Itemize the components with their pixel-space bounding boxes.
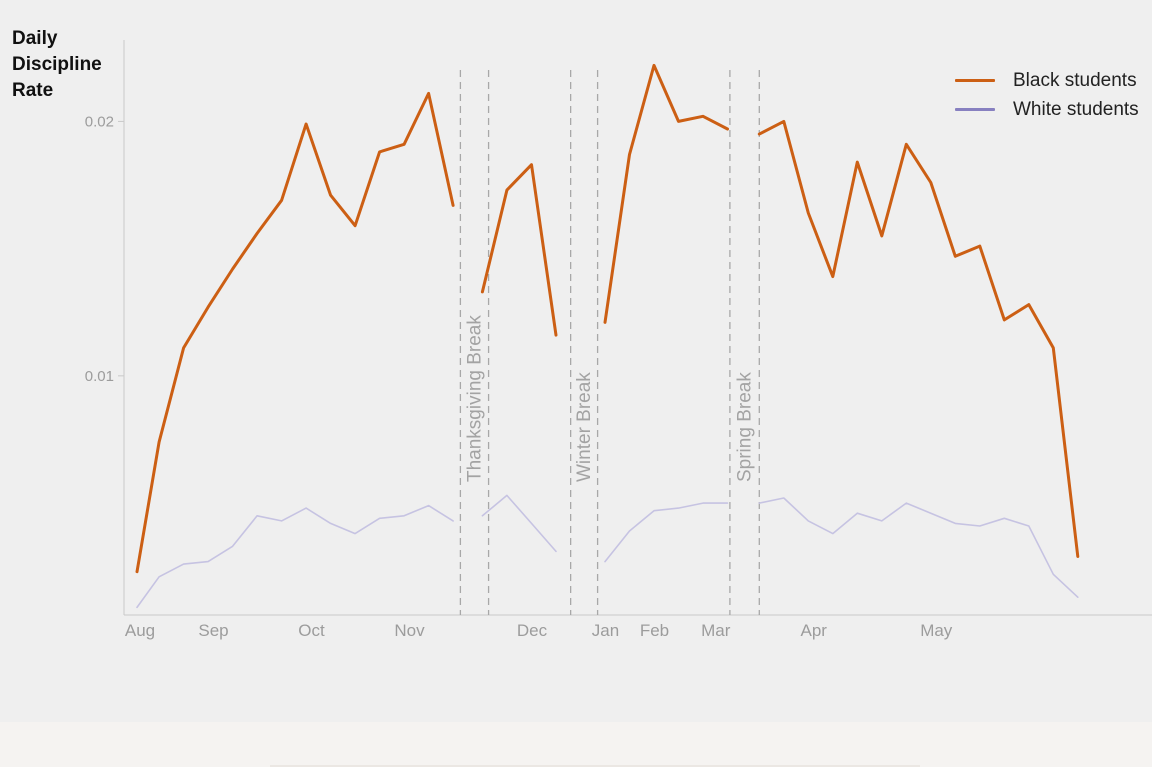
break-label: Winter Break [574,372,595,482]
x-tick-label: Apr [801,621,828,640]
x-tick-label: Mar [701,621,731,640]
axes: 0.01 0.02 Aug Sep Oct Nov Dec Jan Feb Mar Apr May [85,40,1152,640]
footer-strip [0,722,1152,767]
legend-swatch-white-students [955,108,995,111]
series-line-black-students [480,163,558,337]
x-tick-label: Nov [394,621,425,640]
break-markers: Thanksgiving Break Winter Break Spring Bre… [459,70,760,615]
series-line-black-students [603,63,729,324]
x-tick-label: Jan [592,621,619,640]
series-lines [135,63,1080,609]
series-line-white-students [481,494,557,553]
legend-label-white-students: White students [1013,98,1139,120]
legend-swatch-black-students [955,79,995,82]
x-tick-label: May [920,621,953,640]
series-line-white-students [604,502,729,563]
y-tick-label: 0.01 [85,368,114,385]
x-tick-label: Feb [640,621,669,640]
footer-divider [270,765,920,767]
x-tick-label: Aug [125,621,155,640]
break-label: Spring Break [735,372,756,482]
series-line-white-students [136,504,454,609]
legend-label-black-students: Black students [1013,69,1137,91]
x-tick-label: Dec [517,621,548,640]
series-line-white-students [758,497,1079,599]
y-axis-title: Daily Discipline Rate [12,28,102,101]
y-tick-label: 0.02 [85,113,114,130]
legend-item-black-students: Black students [955,66,1139,95]
x-tick-label: Oct [298,621,325,640]
series-line-black-students [757,119,1080,558]
break-label: Thanksgiving Break [464,315,485,482]
series-line-black-students [135,91,455,574]
legend-item-white-students: White students [955,95,1139,124]
legend: Black students White students [955,66,1139,124]
x-tick-label: Sep [198,621,228,640]
